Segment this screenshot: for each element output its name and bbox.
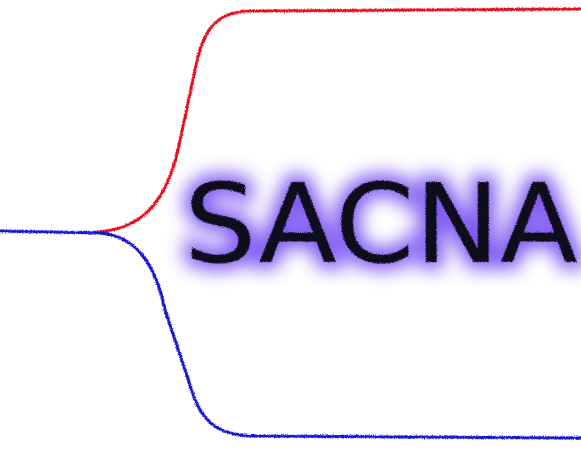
lower-branch-line [0, 229, 581, 440]
wordmark-glow: SACNA [184, 160, 578, 288]
upper-branch-line [93, 7, 581, 234]
wordmark: SACNA [184, 160, 578, 288]
